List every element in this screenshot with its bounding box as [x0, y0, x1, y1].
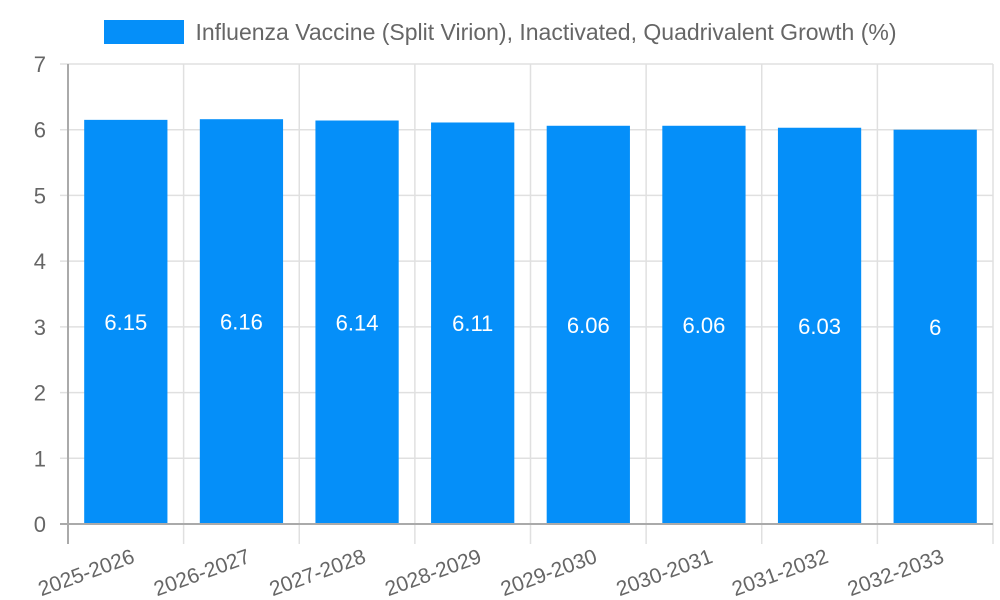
y-axis-ticks: 0 1 2 3 4 5 6 7 [34, 52, 46, 537]
x-tick-label: 2032-2033 [845, 545, 947, 600]
data-labels: 6.15 6.16 6.14 6.11 6.06 6.06 6.03 6 [104, 310, 941, 340]
bars [84, 119, 977, 525]
y-tick-label: 6 [34, 118, 46, 143]
x-tick-label: 2029-2030 [498, 545, 600, 600]
data-label: 6.06 [683, 313, 726, 338]
legend-label: Influenza Vaccine (Split Virion), Inacti… [195, 18, 897, 45]
legend-swatch [103, 20, 184, 44]
x-axis-ticks: 2025-2026 2026-2027 2027-2028 2028-2029 2029… [35, 545, 947, 600]
y-tick-label: 2 [34, 381, 46, 406]
x-tick-label: 2031-2032 [729, 545, 831, 600]
data-label: 6.06 [567, 313, 610, 338]
y-tick-label: 3 [34, 315, 46, 340]
data-label: 6 [929, 315, 941, 340]
bar [84, 119, 168, 524]
bar [893, 129, 977, 524]
y-tick-label: 4 [34, 249, 46, 274]
y-tick-label: 5 [34, 183, 46, 208]
data-label: 6.15 [104, 310, 147, 335]
x-tick-label: 2028-2029 [382, 545, 484, 600]
y-tick-label: 7 [34, 52, 46, 77]
x-tick-label: 2027-2028 [267, 545, 369, 600]
data-label: 6.11 [452, 311, 493, 336]
bar [431, 122, 515, 524]
bar [662, 125, 746, 525]
bar [546, 125, 630, 525]
bar [777, 127, 862, 524]
bar [315, 120, 399, 524]
y-tick-label: 0 [34, 512, 46, 537]
y-tick-label: 1 [34, 446, 46, 471]
x-tick-label: 2025-2026 [35, 545, 137, 600]
data-label: 6.14 [336, 310, 379, 335]
x-tick-label: 2026-2027 [151, 545, 253, 600]
data-label: 6.16 [220, 310, 263, 335]
x-tick-label: 2030-2031 [613, 545, 715, 600]
bar [199, 119, 284, 524]
chart-legend[interactable]: Influenza Vaccine (Split Virion), Inacti… [0, 18, 1000, 46]
data-label: 6.03 [798, 314, 841, 339]
